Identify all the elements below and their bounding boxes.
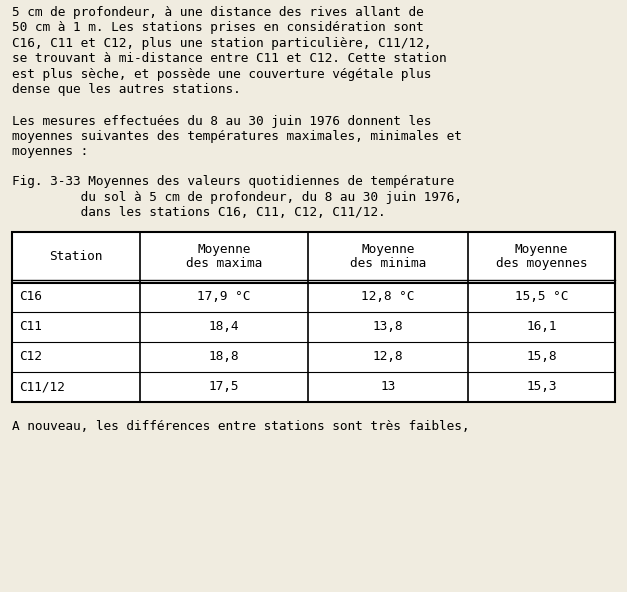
Text: 13: 13 [381, 380, 396, 393]
Text: du sol à 5 cm de profondeur, du 8 au 30 juin 1976,: du sol à 5 cm de profondeur, du 8 au 30 … [12, 191, 462, 204]
Text: C11/12: C11/12 [19, 380, 65, 393]
Text: 5 cm de profondeur, à une distance des rives allant de: 5 cm de profondeur, à une distance des r… [12, 6, 424, 19]
Text: 18,8: 18,8 [209, 350, 240, 363]
Text: 16,1: 16,1 [526, 320, 557, 333]
Text: est plus sèche, et possède une couverture végétale plus: est plus sèche, et possède une couvertur… [12, 68, 431, 81]
Text: C16, C11 et C12, plus une station particulière, C11/12,: C16, C11 et C12, plus une station partic… [12, 37, 431, 50]
Text: moyennes :: moyennes : [12, 146, 88, 159]
Text: des minima: des minima [350, 257, 426, 270]
Bar [12, 231, 615, 401]
Text: Station: Station [50, 250, 103, 263]
Text: moyennes suivantes des températures maximales, minimales et: moyennes suivantes des températures maxi… [12, 130, 462, 143]
Text: 50 cm à 1 m. Les stations prises en considération sont: 50 cm à 1 m. Les stations prises en cons… [12, 21, 424, 34]
Text: 17,9 °C: 17,9 °C [198, 290, 251, 303]
Text: 18,4: 18,4 [209, 320, 240, 333]
Text: des maxima: des maxima [186, 257, 262, 270]
Text: 15,8: 15,8 [526, 350, 557, 363]
Text: des moyennes: des moyennes [496, 257, 587, 270]
Text: 13,8: 13,8 [372, 320, 403, 333]
Text: Les mesures effectuées du 8 au 30 juin 1976 donnent les: Les mesures effectuées du 8 au 30 juin 1… [12, 114, 431, 127]
Text: 12,8 °C: 12,8 °C [361, 290, 414, 303]
Text: Moyenne: Moyenne [198, 243, 251, 256]
Text: 15,5 °C: 15,5 °C [515, 290, 568, 303]
Text: Moyenne: Moyenne [515, 243, 568, 256]
Text: 15,3: 15,3 [526, 380, 557, 393]
Text: dense que les autres stations.: dense que les autres stations. [12, 83, 241, 96]
Text: A nouveau, les différences entre stations sont très faibles,: A nouveau, les différences entre station… [12, 420, 470, 433]
Text: Fig. 3-33 Moyennes des valeurs quotidiennes de température: Fig. 3-33 Moyennes des valeurs quotidien… [12, 175, 454, 188]
Text: se trouvant à mi-distance entre C11 et C12. Cette station: se trouvant à mi-distance entre C11 et C… [12, 53, 446, 66]
Text: dans les stations C16, C11, C12, C11/12.: dans les stations C16, C11, C12, C11/12. [12, 206, 386, 219]
Text: C12: C12 [19, 350, 42, 363]
Text: Moyenne: Moyenne [361, 243, 414, 256]
Text: C16: C16 [19, 290, 42, 303]
Text: C11: C11 [19, 320, 42, 333]
Text: 12,8: 12,8 [372, 350, 403, 363]
Text: 17,5: 17,5 [209, 380, 240, 393]
